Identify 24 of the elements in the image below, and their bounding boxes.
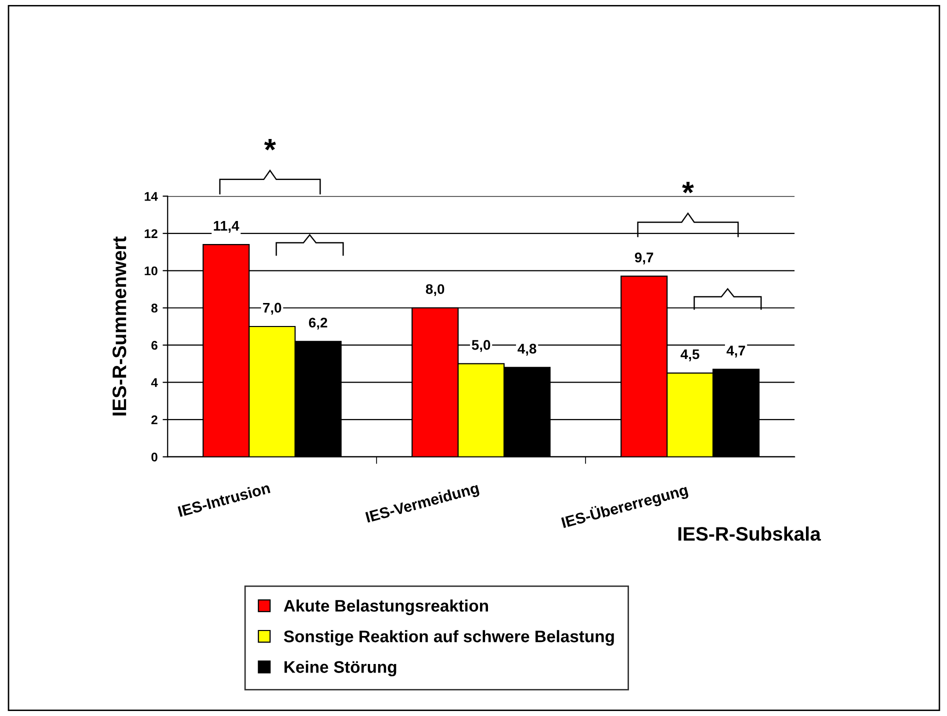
y-tick-label: 2 (151, 415, 158, 424)
data-label: 4,7 (726, 346, 746, 358)
y-tick-label: 14 (144, 192, 158, 201)
data-label: 9,7 (634, 252, 654, 264)
data-label: 8,0 (426, 284, 444, 296)
text: * (264, 139, 276, 150)
legend-label: Akute Belastungsreaktion (284, 599, 488, 616)
y-tick-label: 0 (151, 452, 158, 462)
y-tick-label: 10 (144, 266, 158, 276)
text: * (682, 182, 694, 194)
y-axis-title: IES-R-Summenwert (112, 236, 126, 416)
data-label: 5,0 (472, 340, 490, 352)
legend-label: Keine Störung (284, 660, 396, 676)
legend-label: Sonstige Reaktion auf schwere Belastung (284, 630, 614, 646)
y-tick-label: 12 (144, 229, 158, 238)
y-tick-label: 4 (151, 378, 158, 387)
data-label: 7,0 (263, 302, 282, 315)
data-label: 4,8 (518, 344, 536, 356)
x-axis-title: IES-R-Subskala (678, 526, 821, 541)
data-label: 6,2 (308, 318, 328, 330)
y-tick-label: 8 (151, 304, 158, 313)
y-tick-label: 6 (151, 340, 158, 350)
data-label: 11,4 (214, 221, 240, 233)
data-label: 4,5 (680, 349, 700, 362)
